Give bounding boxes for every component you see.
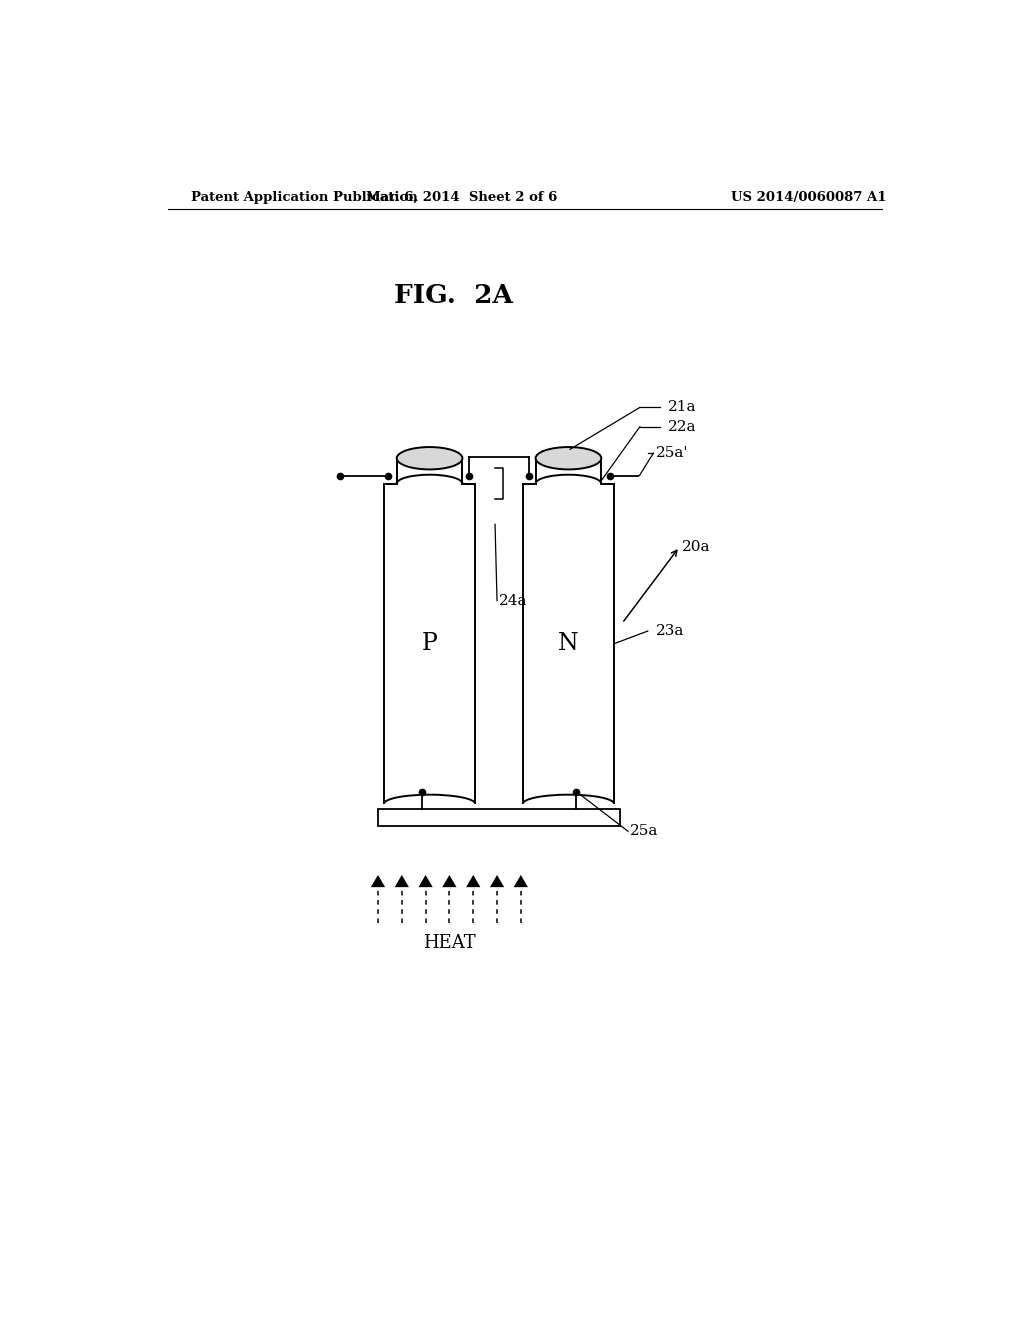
Bar [395, 483, 464, 494]
Text: P: P [422, 632, 437, 655]
Polygon shape [419, 875, 433, 887]
Polygon shape [466, 875, 480, 887]
Polygon shape [394, 875, 409, 887]
Text: Patent Application Publication: Patent Application Publication [191, 190, 418, 203]
Bar [536, 458, 601, 483]
Bar [396, 458, 463, 483]
Ellipse shape [396, 475, 463, 492]
Text: 21a: 21a [668, 400, 696, 414]
Bar [523, 483, 614, 804]
Ellipse shape [536, 475, 601, 492]
Text: 24a: 24a [499, 594, 527, 607]
Text: 22a: 22a [668, 420, 696, 434]
Polygon shape [442, 875, 457, 887]
Bar [534, 483, 603, 494]
Bar [384, 483, 475, 804]
Ellipse shape [536, 447, 601, 470]
Bar [521, 804, 615, 818]
Text: 25a': 25a' [655, 446, 688, 461]
Text: 23a: 23a [655, 624, 684, 638]
Text: 20a: 20a [682, 540, 711, 553]
Text: US 2014/0060087 A1: US 2014/0060087 A1 [731, 190, 887, 203]
Text: N: N [558, 632, 579, 655]
Polygon shape [489, 875, 504, 887]
Ellipse shape [523, 795, 614, 813]
Bar [382, 804, 477, 818]
Bar [378, 809, 621, 826]
Ellipse shape [396, 447, 463, 470]
Ellipse shape [384, 795, 475, 813]
Text: FIG.  2A: FIG. 2A [394, 282, 513, 308]
Polygon shape [371, 875, 385, 887]
Text: HEAT: HEAT [423, 935, 476, 952]
Text: 25a: 25a [630, 824, 658, 838]
Text: Mar. 6, 2014  Sheet 2 of 6: Mar. 6, 2014 Sheet 2 of 6 [366, 190, 557, 203]
Polygon shape [514, 875, 528, 887]
